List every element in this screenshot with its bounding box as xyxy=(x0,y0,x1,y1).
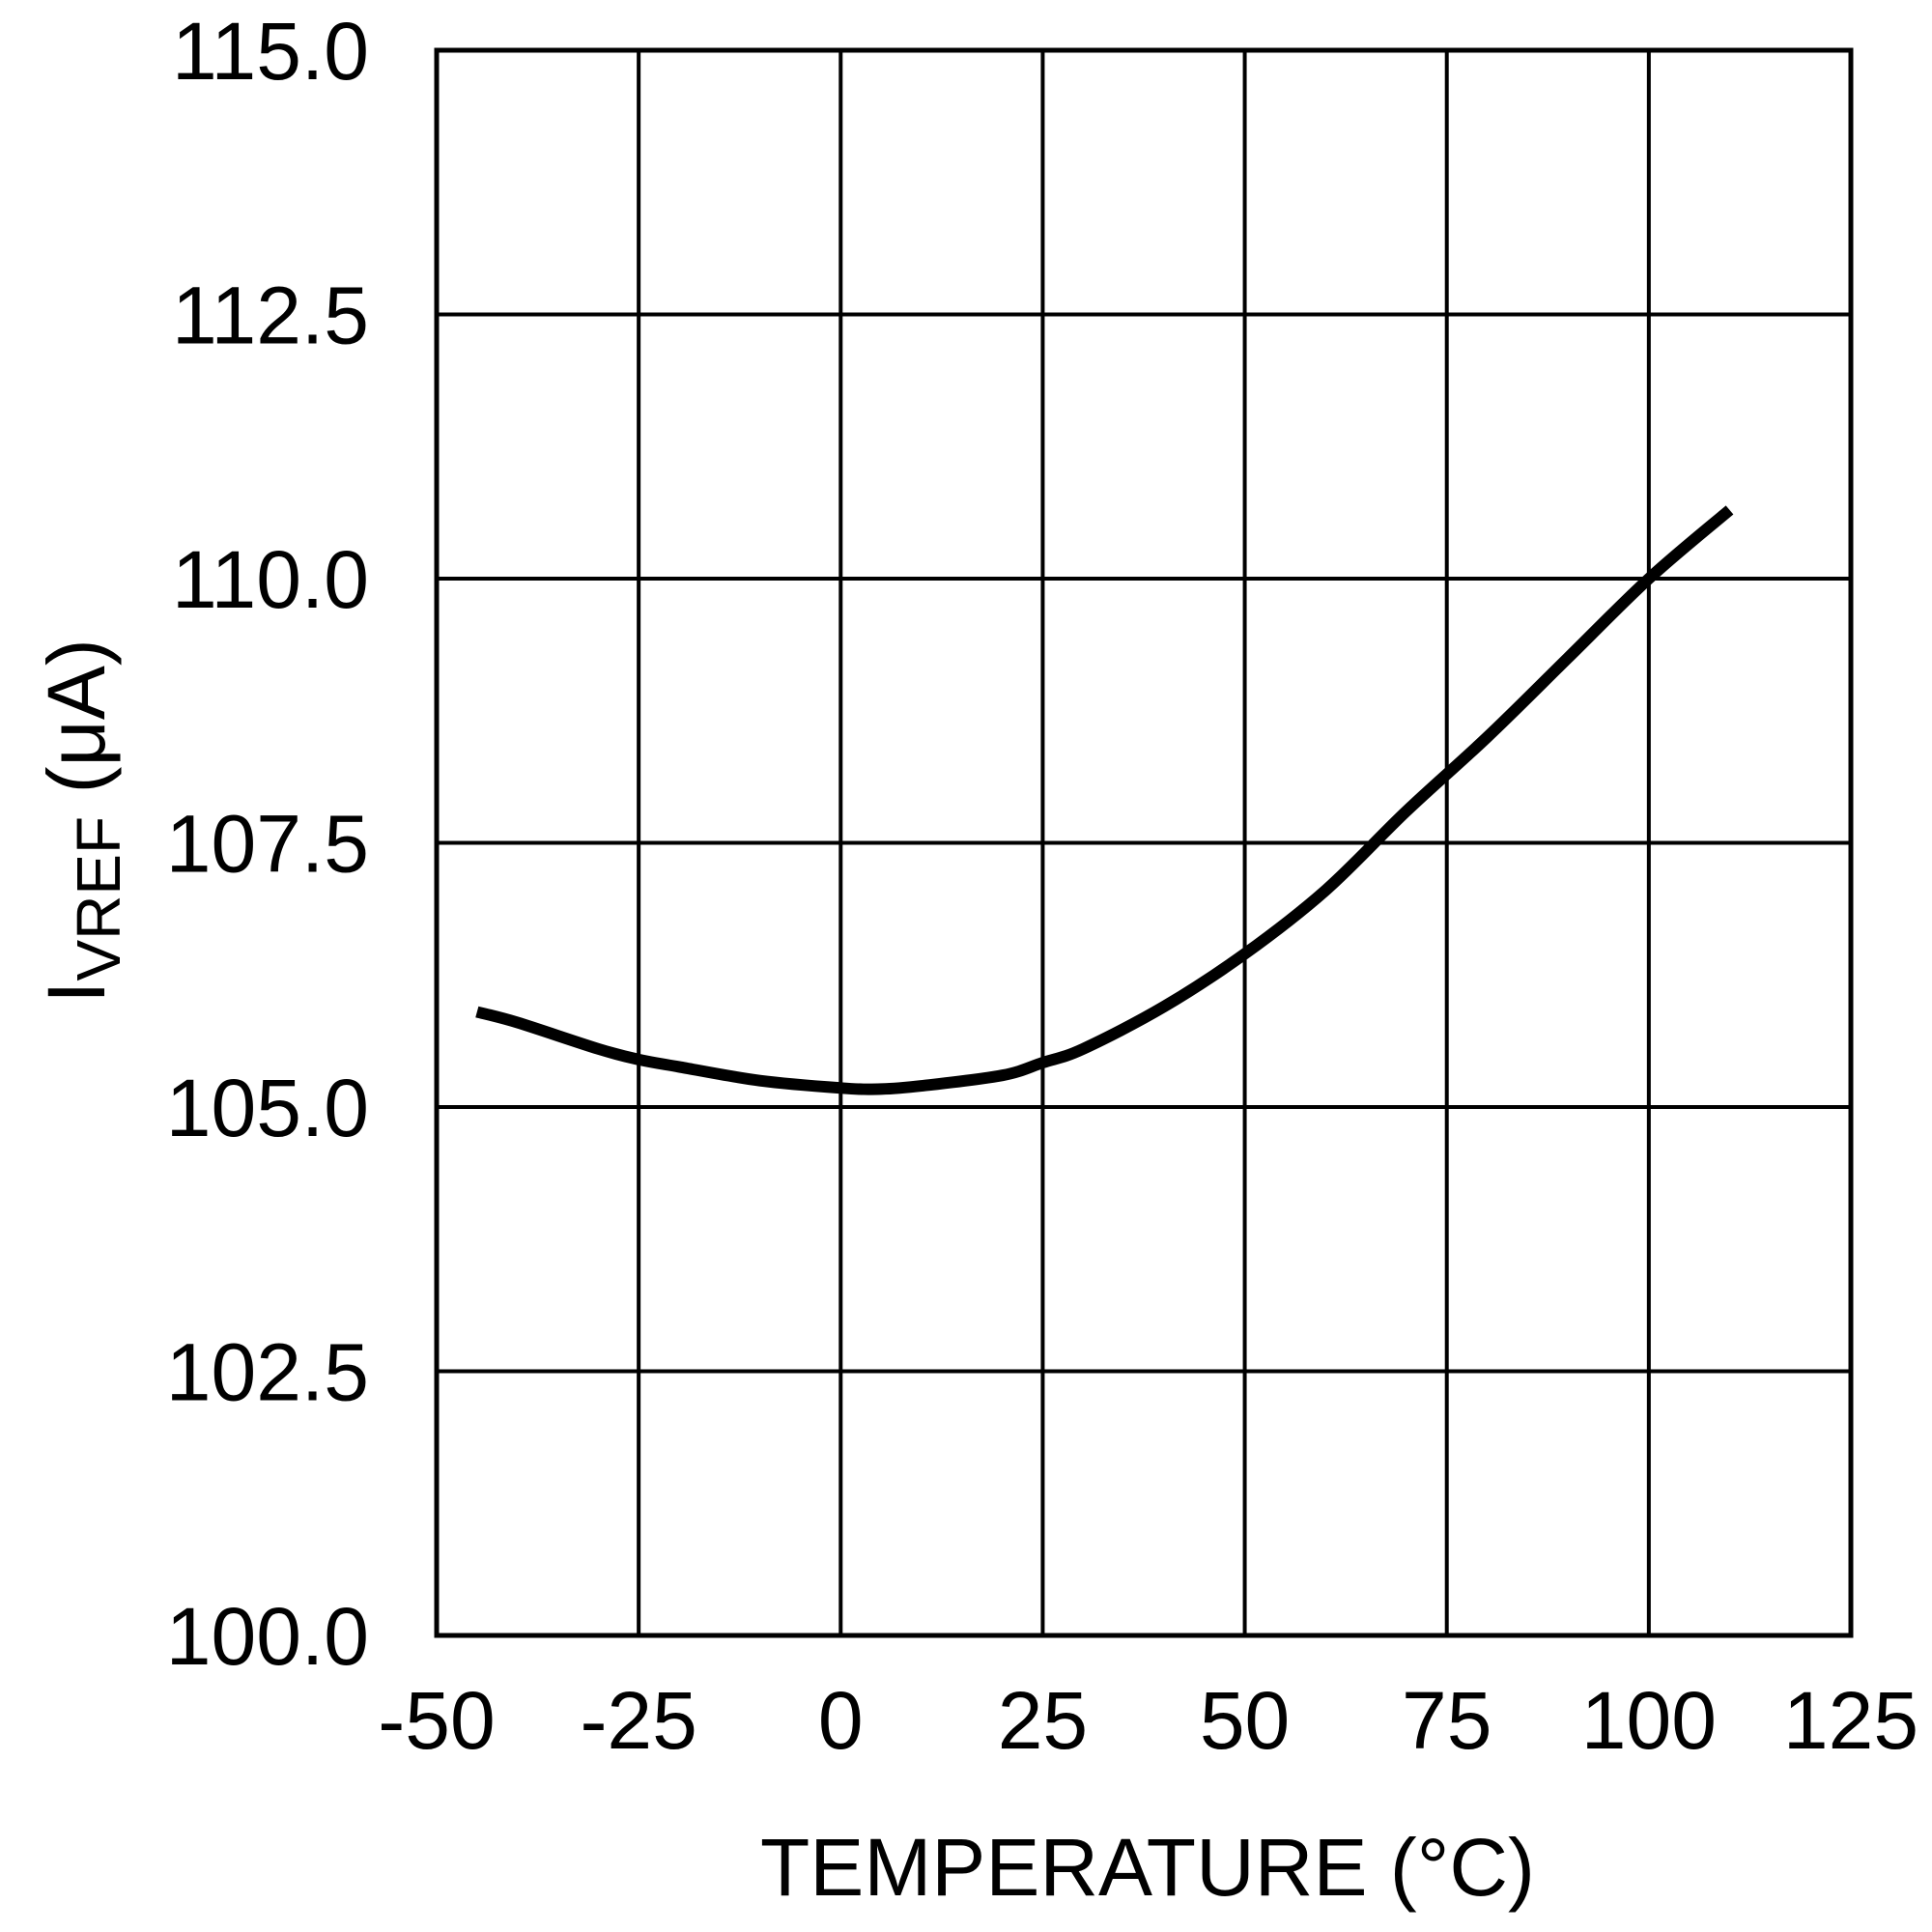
y-axis-title-subscript: VREF xyxy=(64,816,133,981)
y-tick-label: 105.0 xyxy=(166,1063,369,1153)
x-tick-label: -50 xyxy=(378,1675,495,1766)
x-tick-label: -25 xyxy=(580,1675,696,1766)
y-tick-label: 115.0 xyxy=(172,6,369,97)
y-tick-label: 102.5 xyxy=(166,1327,369,1418)
series-line xyxy=(475,505,1734,1095)
y-axis-title-main: I xyxy=(31,981,122,1004)
plot-frame xyxy=(434,47,1854,1638)
x-tick-label: 50 xyxy=(1200,1675,1290,1766)
x-tick-label: 125 xyxy=(1783,1675,1918,1766)
y-tick-labels: 100.0 102.5 105.0 107.5 110.0 112.5 115.0 xyxy=(166,6,369,1682)
x-tick-label: 100 xyxy=(1581,1675,1717,1766)
y-tick-label: 112.5 xyxy=(172,270,369,361)
grid-lines xyxy=(437,50,1851,1635)
x-axis-title: TEMPERATURE (°C) xyxy=(760,1822,1535,1913)
x-tick-labels: -50 -25 0 25 50 75 100 125 xyxy=(378,1675,1918,1766)
y-tick-label: 107.5 xyxy=(166,799,369,890)
x-tick-label: 75 xyxy=(1402,1675,1492,1766)
y-axis-title: IVREF (μA) xyxy=(31,639,133,1004)
y-axis-title-unit: (μA) xyxy=(31,639,122,816)
x-tick-label: 25 xyxy=(998,1675,1088,1766)
y-tick-label: 100.0 xyxy=(166,1591,369,1682)
y-tick-label: 110.0 xyxy=(172,534,369,625)
x-tick-label: 0 xyxy=(818,1675,864,1766)
